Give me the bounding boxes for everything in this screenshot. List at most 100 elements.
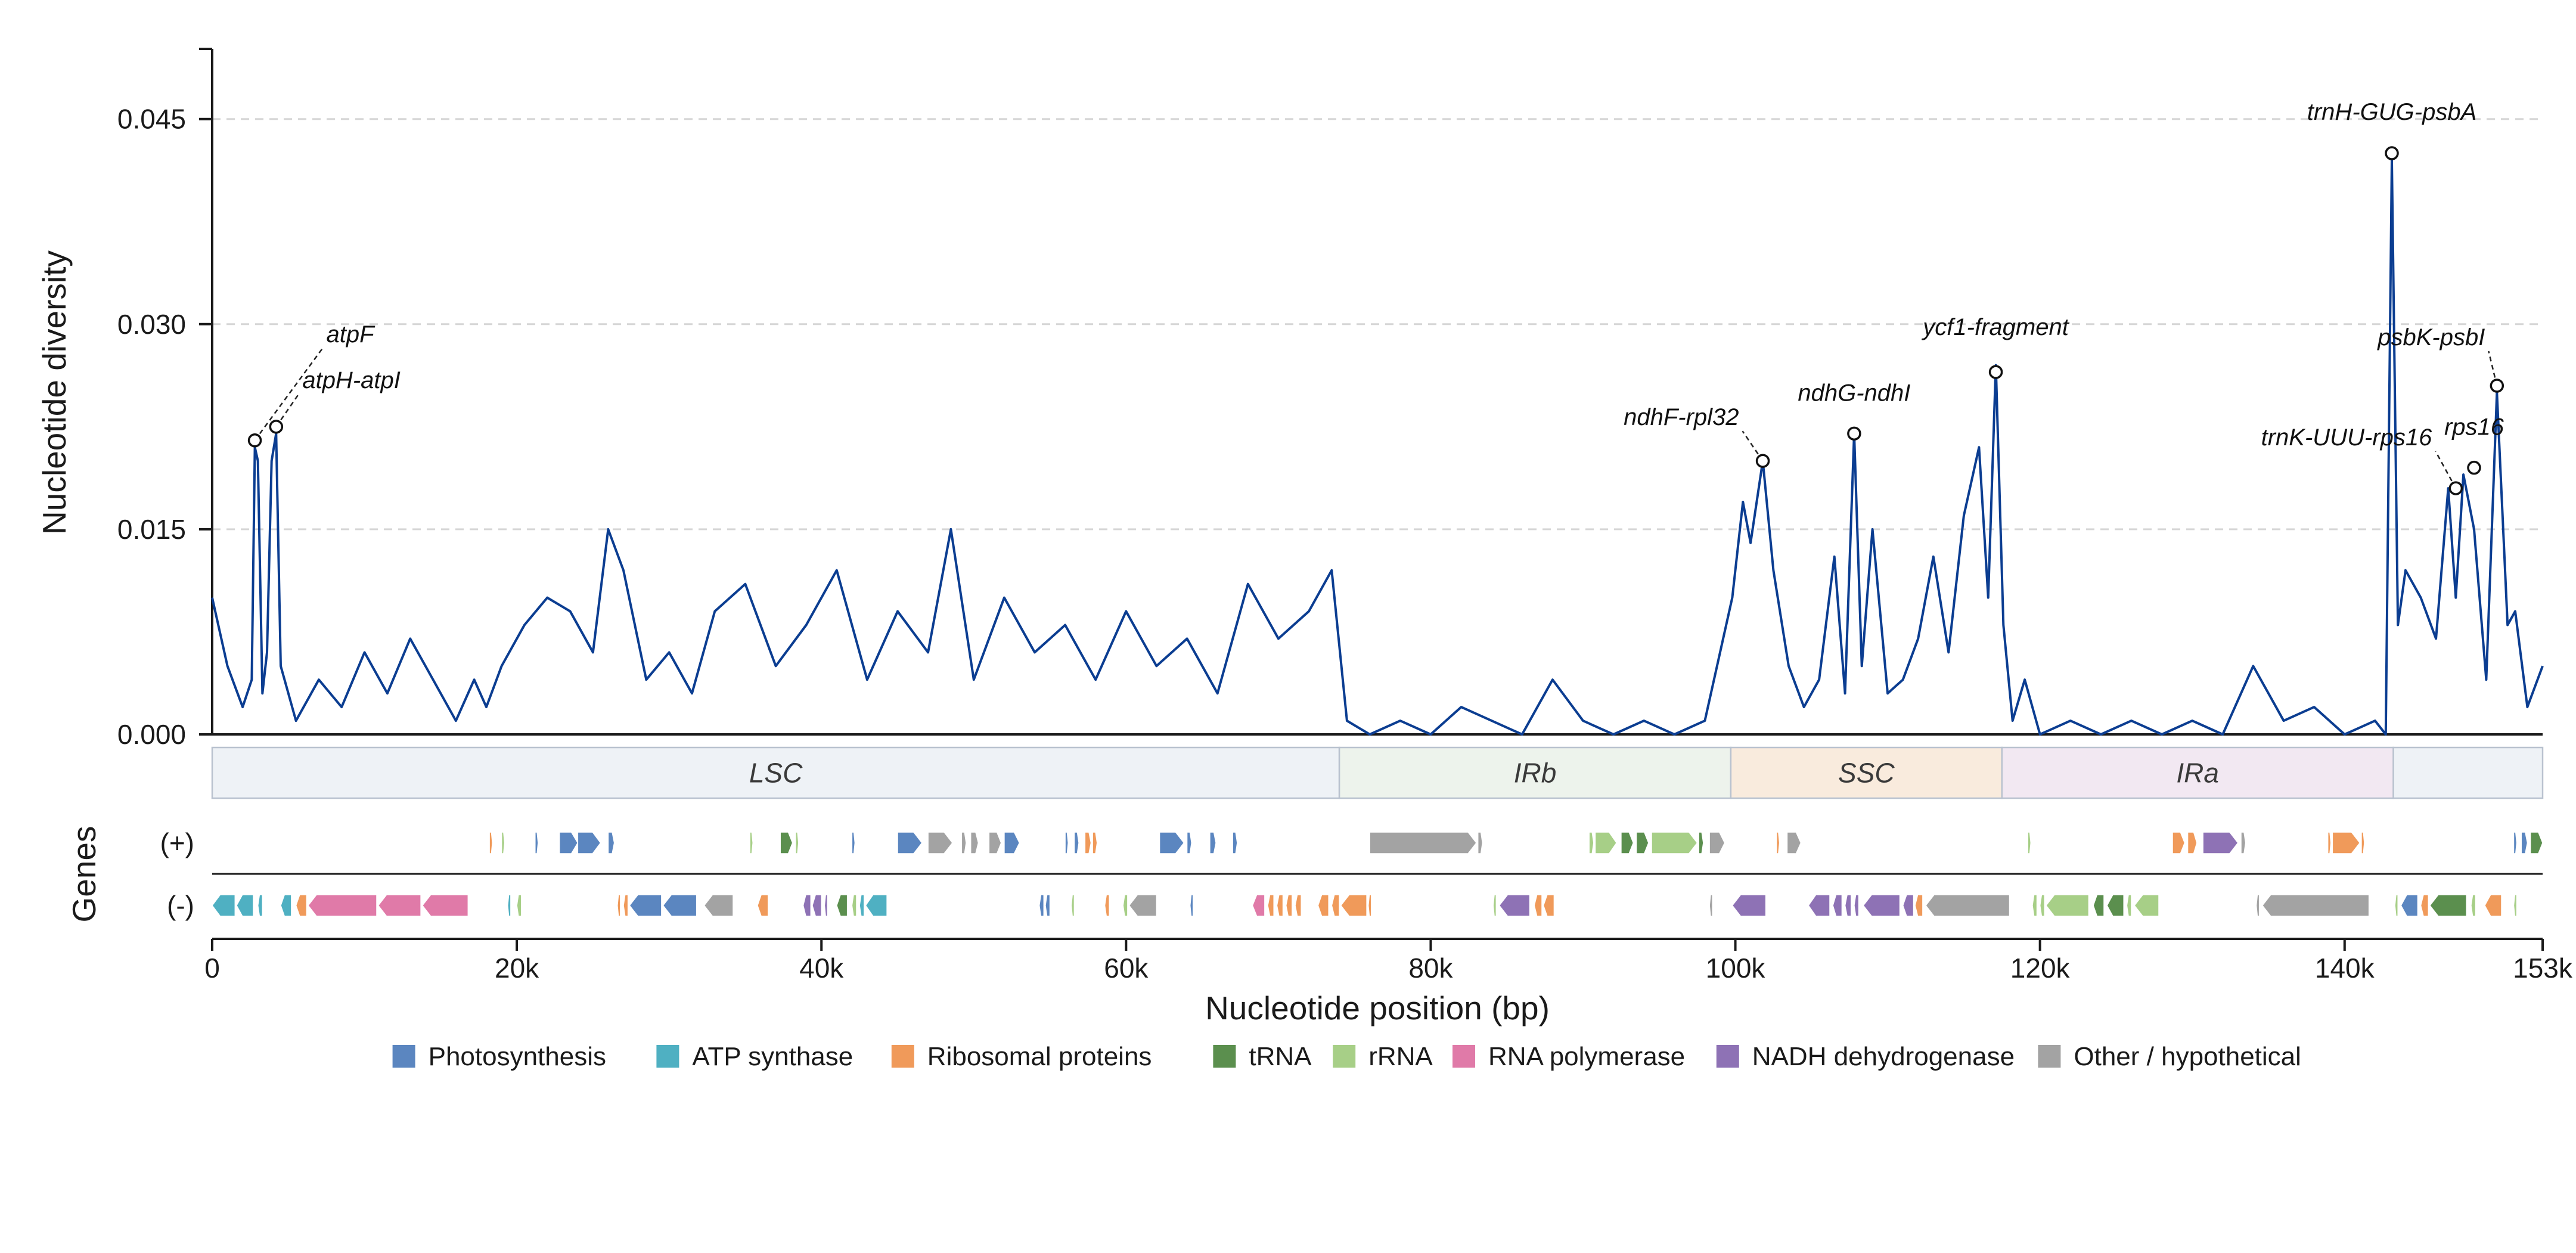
gene-minus bbox=[1498, 894, 1531, 917]
region-ira bbox=[2001, 746, 2394, 799]
peak-label: ycf1-fragment bbox=[1921, 314, 2069, 340]
legend-label: Ribosomal proteins bbox=[927, 1042, 1152, 1071]
gene-plus bbox=[2530, 832, 2543, 854]
region-tail bbox=[2392, 746, 2544, 799]
gene-plus bbox=[1621, 832, 1634, 854]
peak-label: rps16 bbox=[2444, 414, 2504, 441]
y-tick-label: 0.045 bbox=[117, 104, 186, 135]
gene-minus bbox=[1128, 894, 1157, 917]
peak-label: atpH-atpI bbox=[302, 367, 401, 393]
gene-minus bbox=[2429, 894, 2467, 917]
genes-axis-label: Genes bbox=[66, 826, 103, 922]
peak-marker bbox=[2448, 481, 2463, 495]
gene-minus bbox=[1543, 894, 1555, 917]
gene-minus bbox=[1104, 894, 1110, 917]
gene-minus bbox=[2126, 894, 2132, 917]
peak-label: atpF bbox=[327, 321, 376, 348]
gene-plus bbox=[501, 832, 505, 854]
gene-plus bbox=[988, 832, 1002, 854]
y-tick-label: 0.000 bbox=[117, 719, 186, 750]
peak-marker bbox=[247, 433, 262, 448]
gene-minus bbox=[507, 894, 511, 917]
region-irb bbox=[1338, 746, 1732, 799]
peak-marker bbox=[1988, 365, 2003, 379]
gene-plus bbox=[2332, 832, 2361, 854]
gene-plus bbox=[970, 832, 979, 854]
gene-minus bbox=[2484, 894, 2502, 917]
gene-minus bbox=[1914, 894, 1923, 917]
peak-annotations: atpF atpH-atpI ndhF-rpl32 ndhG-ndhI ycf1-fra… bbox=[247, 99, 2504, 495]
gene-minus bbox=[2093, 894, 2105, 917]
x-tick-label: 140k bbox=[2315, 953, 2375, 984]
gene-minus bbox=[1832, 894, 1843, 917]
gene-minus bbox=[1331, 894, 1340, 917]
y-tick-label: 0.015 bbox=[117, 514, 186, 545]
gene-minus bbox=[377, 894, 421, 917]
gene-minus bbox=[1902, 894, 1914, 917]
gene-minus bbox=[824, 894, 828, 917]
legend-label: rRNA bbox=[1368, 1042, 1433, 1071]
region-label: LSC bbox=[749, 758, 803, 789]
x-tick-label: 100k bbox=[1706, 953, 1766, 984]
gene-minus bbox=[280, 894, 292, 917]
gene-plus bbox=[2521, 832, 2528, 854]
x-tick-label: 40k bbox=[799, 953, 844, 984]
x-tick-label: 20k bbox=[495, 953, 539, 984]
legend-swatch bbox=[1453, 1045, 1475, 1068]
x-tick-label: 80k bbox=[1408, 953, 1453, 984]
y-axis-label: Nucleotide diversity bbox=[36, 250, 73, 535]
peak-label: ndhG-ndhI bbox=[1798, 380, 1910, 406]
gene-minus bbox=[2255, 894, 2260, 917]
gene-minus bbox=[851, 894, 857, 917]
gene-minus bbox=[2400, 894, 2419, 917]
gene-plus bbox=[1064, 832, 1069, 854]
gene-minus bbox=[308, 894, 377, 917]
gene-plus bbox=[2327, 832, 2332, 854]
gene-plus bbox=[489, 832, 493, 854]
region-ssc bbox=[1730, 746, 2003, 799]
legend-swatch bbox=[891, 1045, 914, 1068]
gene-plus bbox=[2513, 832, 2518, 854]
gene-plus bbox=[1635, 832, 1649, 854]
gene-minus bbox=[2134, 894, 2159, 917]
gene-plus bbox=[1651, 832, 1698, 854]
gene-minus bbox=[802, 894, 812, 917]
gene-minus bbox=[2261, 894, 2370, 917]
gene-plus bbox=[795, 832, 799, 854]
gene-plus bbox=[1709, 832, 1725, 854]
peak-label: psbK-psbI bbox=[2377, 324, 2485, 351]
gene-minus bbox=[1189, 894, 1194, 917]
legend-swatch bbox=[2038, 1045, 2061, 1068]
gene-plus bbox=[2202, 832, 2239, 854]
gene-minus bbox=[865, 894, 887, 917]
gene-minus bbox=[1863, 894, 1901, 917]
peak-label: trnH-GUG-psbA bbox=[2307, 99, 2477, 125]
gene-plus bbox=[749, 832, 753, 854]
gene-plus bbox=[1232, 832, 1238, 854]
gene-plus bbox=[1369, 832, 1478, 854]
gene-minus bbox=[1285, 894, 1293, 917]
region-label: IRa bbox=[2176, 758, 2219, 789]
gene-plus bbox=[1092, 832, 1098, 854]
gene-plus bbox=[1698, 832, 1704, 854]
gene-plus bbox=[1477, 832, 1483, 854]
x-tick-label: 120k bbox=[2010, 953, 2071, 984]
gene-minus bbox=[2106, 894, 2124, 917]
gene-plus bbox=[1588, 832, 1594, 854]
legend-swatch bbox=[656, 1045, 679, 1068]
legend-swatch bbox=[1333, 1045, 1356, 1068]
gene-plus bbox=[1159, 832, 1185, 854]
gene-minus bbox=[516, 894, 522, 917]
gene-plus bbox=[1186, 832, 1192, 854]
peak-marker bbox=[269, 420, 284, 434]
peak-leader-line bbox=[275, 393, 300, 427]
legend-swatch bbox=[1716, 1045, 1739, 1068]
gene-tracks: (+) (-) Genes bbox=[66, 826, 2543, 923]
gene-minus bbox=[1492, 894, 1497, 917]
gene-minus bbox=[836, 894, 848, 917]
region-label: SSC bbox=[1838, 758, 1895, 789]
legend: Photosynthesis ATP synthase Ribosomal prot… bbox=[392, 1042, 2301, 1071]
x-tick-label: 60k bbox=[1104, 953, 1149, 984]
gene-minus bbox=[236, 894, 254, 917]
